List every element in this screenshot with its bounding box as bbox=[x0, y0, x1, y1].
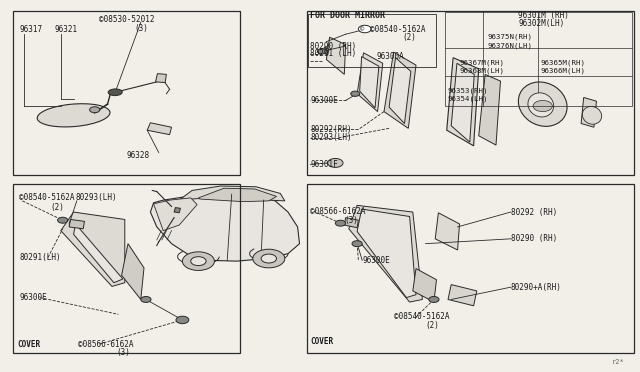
Text: 80290 (RH): 80290 (RH) bbox=[310, 42, 356, 51]
Text: 96368M(LH): 96368M(LH) bbox=[460, 67, 504, 74]
Bar bbox=[307, 184, 634, 353]
Polygon shape bbox=[174, 208, 180, 213]
Text: 96300A: 96300A bbox=[376, 52, 404, 61]
Polygon shape bbox=[150, 193, 300, 261]
Bar bbox=[13, 184, 240, 353]
Text: 96353(RH): 96353(RH) bbox=[448, 87, 488, 94]
Bar bbox=[445, 12, 632, 106]
Polygon shape bbox=[581, 97, 596, 127]
Bar bbox=[307, 11, 634, 175]
Circle shape bbox=[58, 217, 68, 223]
Ellipse shape bbox=[37, 104, 110, 127]
Circle shape bbox=[176, 316, 189, 324]
Text: 96328: 96328 bbox=[127, 151, 150, 160]
Polygon shape bbox=[435, 213, 460, 250]
Text: 96376N(LH): 96376N(LH) bbox=[488, 42, 532, 49]
Text: ©08566-6162A: ©08566-6162A bbox=[310, 207, 366, 216]
Text: 96365M(RH): 96365M(RH) bbox=[541, 59, 586, 66]
Polygon shape bbox=[448, 285, 477, 306]
Text: (3): (3) bbox=[344, 216, 358, 225]
Text: 80291(LH): 80291(LH) bbox=[19, 253, 61, 262]
Text: (2): (2) bbox=[50, 203, 64, 212]
Circle shape bbox=[141, 296, 151, 302]
Circle shape bbox=[191, 257, 206, 266]
Polygon shape bbox=[179, 186, 285, 201]
Circle shape bbox=[253, 249, 285, 268]
Text: (2): (2) bbox=[426, 321, 440, 330]
Text: (3): (3) bbox=[134, 24, 148, 33]
Bar bbox=[308, 14, 436, 67]
Polygon shape bbox=[122, 244, 144, 299]
Ellipse shape bbox=[582, 106, 602, 124]
Polygon shape bbox=[451, 63, 474, 142]
Text: COVER: COVER bbox=[17, 340, 40, 349]
Circle shape bbox=[358, 25, 371, 33]
Circle shape bbox=[533, 100, 552, 112]
Polygon shape bbox=[447, 58, 479, 146]
Polygon shape bbox=[74, 224, 123, 283]
Text: ©08540-5162A: ©08540-5162A bbox=[19, 193, 75, 202]
Polygon shape bbox=[323, 47, 329, 55]
Text: 96367M(RH): 96367M(RH) bbox=[460, 59, 504, 66]
Polygon shape bbox=[360, 57, 379, 108]
Text: 80292(RH): 80292(RH) bbox=[310, 125, 352, 134]
Polygon shape bbox=[147, 123, 172, 135]
Text: 96301F: 96301F bbox=[310, 160, 338, 169]
Text: ©08540-5162A: ©08540-5162A bbox=[394, 312, 449, 321]
Text: 80290+A(RH): 80290+A(RH) bbox=[511, 283, 561, 292]
Ellipse shape bbox=[518, 82, 567, 126]
Text: ©08530-52012: ©08530-52012 bbox=[99, 15, 155, 24]
Text: 96375N(RH): 96375N(RH) bbox=[488, 34, 532, 41]
Text: 96317: 96317 bbox=[19, 25, 42, 34]
Polygon shape bbox=[413, 269, 436, 302]
Text: 96301M (RH): 96301M (RH) bbox=[518, 11, 569, 20]
Text: r2*: r2* bbox=[612, 359, 625, 365]
Text: 80293(LH): 80293(LH) bbox=[310, 133, 352, 142]
Text: 96300E: 96300E bbox=[19, 293, 47, 302]
Circle shape bbox=[352, 241, 362, 247]
Circle shape bbox=[328, 158, 343, 167]
Polygon shape bbox=[344, 218, 358, 228]
Polygon shape bbox=[479, 74, 500, 145]
Circle shape bbox=[317, 49, 326, 54]
Text: 96300E: 96300E bbox=[310, 96, 338, 105]
Circle shape bbox=[429, 296, 439, 302]
Polygon shape bbox=[156, 74, 166, 83]
Circle shape bbox=[335, 220, 346, 226]
Polygon shape bbox=[154, 198, 197, 231]
Text: (3): (3) bbox=[116, 348, 131, 357]
Circle shape bbox=[182, 252, 214, 270]
Polygon shape bbox=[357, 53, 383, 112]
Text: 80290 (RH): 80290 (RH) bbox=[511, 234, 557, 243]
Text: 80293(LH): 80293(LH) bbox=[76, 193, 117, 202]
Bar bbox=[13, 11, 240, 175]
Text: COVER: COVER bbox=[310, 337, 333, 346]
Polygon shape bbox=[326, 37, 346, 74]
Text: 96300E: 96300E bbox=[362, 256, 390, 265]
Text: (2): (2) bbox=[402, 33, 416, 42]
Polygon shape bbox=[357, 209, 416, 298]
Polygon shape bbox=[61, 212, 125, 286]
Ellipse shape bbox=[108, 89, 122, 96]
Polygon shape bbox=[69, 219, 84, 229]
Circle shape bbox=[261, 254, 276, 263]
Text: ©: © bbox=[360, 26, 365, 32]
Text: 96366M(LH): 96366M(LH) bbox=[541, 67, 586, 74]
Polygon shape bbox=[198, 188, 276, 202]
Text: ©08566-6162A: ©08566-6162A bbox=[78, 340, 134, 349]
Text: 80292 (RH): 80292 (RH) bbox=[511, 208, 557, 217]
Ellipse shape bbox=[528, 93, 554, 117]
Polygon shape bbox=[389, 58, 411, 124]
Text: FOR DOOR MIRROR: FOR DOOR MIRROR bbox=[310, 11, 385, 20]
Circle shape bbox=[90, 107, 100, 113]
Text: 80291 (LH): 80291 (LH) bbox=[310, 49, 356, 58]
Polygon shape bbox=[384, 52, 416, 128]
Text: 96354(LH): 96354(LH) bbox=[448, 96, 488, 102]
Text: 96321: 96321 bbox=[54, 25, 77, 34]
Text: 96302M(LH): 96302M(LH) bbox=[518, 19, 564, 28]
Polygon shape bbox=[349, 205, 422, 302]
Circle shape bbox=[351, 91, 360, 96]
Text: ©08540-5162A: ©08540-5162A bbox=[370, 25, 426, 34]
